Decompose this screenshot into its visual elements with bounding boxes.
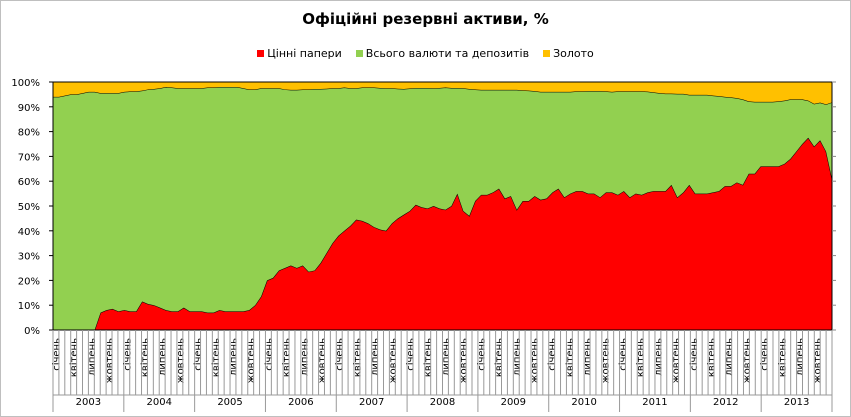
legend-swatch [543, 50, 551, 57]
y-tick-label: 50% [18, 202, 40, 213]
x-month-label: квітень [281, 338, 293, 377]
x-month-label: жовтень [600, 338, 611, 384]
x-year-label: 2004 [147, 397, 172, 408]
x-month-label: квітень [68, 338, 80, 377]
area-gold [53, 82, 832, 105]
x-month-label: липень [583, 338, 594, 376]
x-month-label: жовтень [388, 338, 399, 384]
x-year-label: 2013 [784, 397, 809, 408]
x-year-label: 2006 [288, 397, 313, 408]
x-month-label: січень [334, 338, 346, 371]
x-month-label: жовтень [459, 338, 470, 384]
x-month-label: жовтень [105, 338, 116, 384]
area-securities [53, 137, 832, 330]
x-month-label: липень [370, 338, 381, 376]
x-year-label: 2008 [430, 397, 455, 408]
x-month-label: липень [228, 338, 239, 376]
x-month-label: жовтень [317, 338, 328, 384]
x-year-label: 2007 [359, 397, 384, 408]
chart-title: Офіційні резервні активи, % [302, 10, 549, 28]
x-month-label: січень [617, 338, 629, 371]
x-month-label: липень [724, 338, 735, 376]
x-month-label: липень [87, 338, 98, 376]
legend-label: Золото [553, 47, 594, 60]
x-month-label: квітень [564, 338, 576, 377]
x-month-label: квітень [706, 338, 718, 377]
x-month-label: квітень [139, 338, 151, 377]
x-month-label: січень [192, 338, 204, 371]
x-year-label: 2012 [713, 397, 738, 408]
y-tick-label: 100% [11, 78, 40, 89]
y-tick-label: 10% [18, 301, 40, 312]
y-tick-label: 90% [18, 103, 40, 114]
x-month-label: квітень [493, 338, 505, 377]
y-tick-label: 0% [24, 326, 40, 337]
x-month-label: квітень [422, 338, 434, 377]
y-tick-label: 70% [18, 152, 40, 163]
y-tick-label: 60% [18, 177, 40, 188]
x-month-label: липень [299, 338, 310, 376]
legend: Цінні папери Всього валюти та депозитів … [0, 47, 851, 60]
x-year-label: 2009 [501, 397, 526, 408]
x-year-label: 2005 [217, 397, 242, 408]
x-month-label: січень [546, 338, 558, 371]
x-month-label: січень [475, 338, 487, 371]
x-month-label: квітень [351, 338, 363, 377]
x-month-label: січень [759, 338, 771, 371]
legend-swatch [257, 50, 265, 57]
x-month-label: липень [158, 338, 169, 376]
x-month-label: січень [50, 338, 62, 371]
x-month-label: жовтень [529, 338, 540, 384]
legend-item-currency-deposits: Всього валюти та депозитів [355, 47, 530, 60]
legend-swatch [355, 50, 363, 57]
x-month-label: січень [263, 338, 275, 371]
legend-label: Всього валюти та депозитів [365, 47, 530, 60]
x-year-label: 2003 [76, 397, 101, 408]
x-month-label: січень [405, 338, 417, 371]
x-month-label: липень [512, 338, 523, 376]
legend-label: Цінні папери [267, 47, 342, 60]
x-month-label: квітень [635, 338, 647, 377]
x-month-label: жовтень [813, 338, 824, 384]
y-tick-label: 80% [18, 128, 40, 139]
x-month-label: жовтень [671, 338, 682, 384]
legend-item-securities: Цінні папери [257, 47, 342, 60]
legend-item-gold: Золото [543, 47, 594, 60]
y-tick-label: 20% [18, 276, 40, 287]
x-month-label: січень [121, 338, 133, 371]
x-year-label: 2011 [642, 397, 667, 408]
x-month-label: липень [795, 338, 806, 376]
x-month-label: жовтень [742, 338, 753, 384]
x-month-label: квітень [776, 338, 788, 377]
x-month-label: жовтень [246, 338, 257, 384]
x-year-label: 2010 [571, 397, 596, 408]
x-month-label: липень [441, 338, 452, 376]
x-month-label: липень [653, 338, 664, 376]
x-month-label: квітень [210, 338, 222, 377]
area-currency-deposits [53, 86, 832, 331]
y-tick-label: 30% [18, 252, 40, 263]
y-tick-label: 40% [18, 227, 40, 238]
x-month-label: жовтень [175, 338, 186, 384]
x-month-label: січень [688, 338, 700, 371]
